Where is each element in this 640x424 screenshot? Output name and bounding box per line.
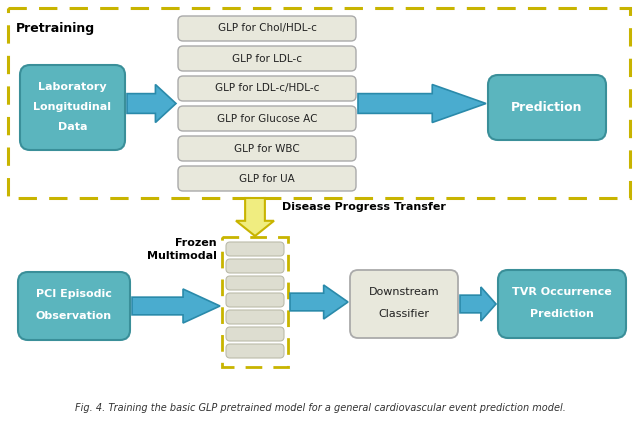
Text: Laboratory: Laboratory — [38, 82, 107, 92]
Text: Longitudinal: Longitudinal — [33, 102, 111, 112]
FancyBboxPatch shape — [226, 327, 284, 341]
Text: GLP for LDL-c: GLP for LDL-c — [232, 53, 302, 64]
Text: Observation: Observation — [36, 311, 112, 321]
FancyBboxPatch shape — [226, 276, 284, 290]
Polygon shape — [460, 287, 496, 321]
Text: PCI Episodic: PCI Episodic — [36, 289, 112, 299]
Text: Disease Progress Transfer: Disease Progress Transfer — [282, 202, 446, 212]
FancyBboxPatch shape — [226, 310, 284, 324]
Bar — [222, 237, 288, 367]
FancyBboxPatch shape — [178, 106, 356, 131]
Text: Frozen: Frozen — [175, 238, 217, 248]
FancyBboxPatch shape — [18, 272, 130, 340]
FancyBboxPatch shape — [178, 16, 356, 41]
Text: Pretraining: Pretraining — [16, 22, 95, 35]
FancyBboxPatch shape — [178, 76, 356, 101]
FancyBboxPatch shape — [226, 344, 284, 358]
Polygon shape — [127, 84, 176, 123]
Text: GLP for Chol/HDL-c: GLP for Chol/HDL-c — [218, 23, 316, 33]
FancyBboxPatch shape — [226, 242, 284, 256]
Bar — [8, 8, 630, 198]
Text: GLP for UA: GLP for UA — [239, 173, 295, 184]
Polygon shape — [132, 289, 220, 323]
Text: TVR Occurrence: TVR Occurrence — [512, 287, 612, 297]
Polygon shape — [236, 198, 274, 236]
Text: GLP for Glucose AC: GLP for Glucose AC — [217, 114, 317, 123]
FancyBboxPatch shape — [498, 270, 626, 338]
FancyBboxPatch shape — [488, 75, 606, 140]
FancyBboxPatch shape — [20, 65, 125, 150]
FancyBboxPatch shape — [178, 46, 356, 71]
Text: Classifier: Classifier — [378, 309, 429, 319]
FancyBboxPatch shape — [178, 136, 356, 161]
FancyBboxPatch shape — [226, 293, 284, 307]
Text: Prediction: Prediction — [530, 309, 594, 319]
Text: Multimodal: Multimodal — [147, 251, 217, 261]
Text: Data: Data — [58, 122, 87, 132]
Polygon shape — [290, 285, 348, 319]
FancyBboxPatch shape — [226, 259, 284, 273]
Polygon shape — [358, 84, 486, 123]
Text: GLP for WBC: GLP for WBC — [234, 143, 300, 153]
Text: Downstream: Downstream — [369, 287, 439, 297]
FancyBboxPatch shape — [178, 166, 356, 191]
Text: GLP for LDL-c/HDL-c: GLP for LDL-c/HDL-c — [215, 84, 319, 94]
Text: Fig. 4. Training the basic GLP pretrained model for a general cardiovascular eve: Fig. 4. Training the basic GLP pretraine… — [75, 403, 565, 413]
FancyBboxPatch shape — [350, 270, 458, 338]
Text: Prediction: Prediction — [511, 101, 583, 114]
